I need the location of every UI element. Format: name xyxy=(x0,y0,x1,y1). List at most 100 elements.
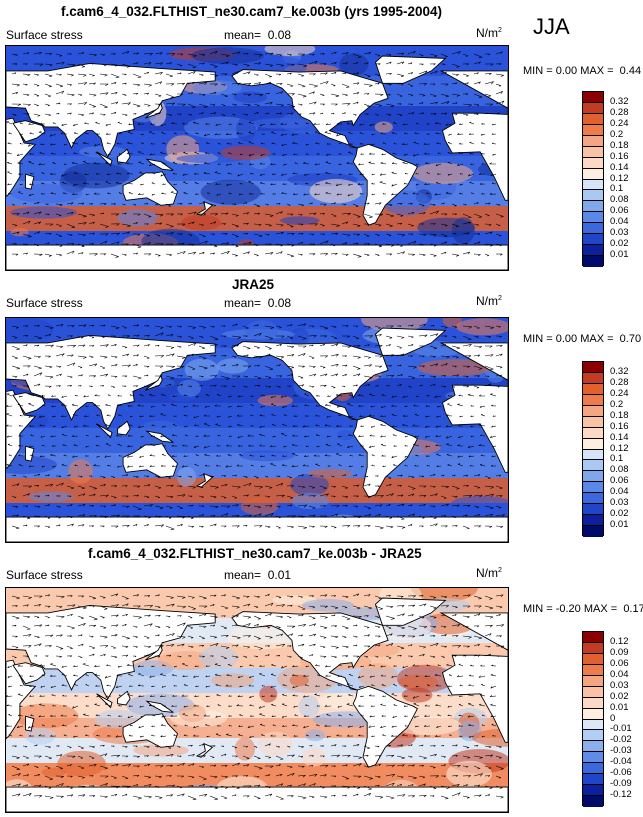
colorbar-tick-label: 0.14 xyxy=(610,161,629,173)
colorbar-cell xyxy=(583,405,603,417)
colorbar-cell xyxy=(583,168,603,180)
panel3-title: f.cam6_4_032.FLTHIST_ne30.cam7_ke.003b -… xyxy=(88,546,422,561)
colorbar-tick-label: 0.08 xyxy=(610,464,629,476)
panel3-colorbar-labels: 0.12 0.09 0.06 0.04 0.03 0.02 0.01 0 -0.01 -0.02-… xyxy=(610,631,643,806)
landmass xyxy=(117,148,131,164)
colorbar-cell xyxy=(583,515,603,527)
colorbar-tick-label: 0.16 xyxy=(610,150,629,162)
colorbar-cell xyxy=(583,752,603,764)
colorbar-tick-label: -0.02 xyxy=(610,734,632,746)
colorbar-cell xyxy=(583,212,603,224)
colorbar-cell xyxy=(583,471,603,483)
colorbar-tick-label: 0.06 xyxy=(610,657,629,669)
panel1-title: f.cam6_4_032.FLTHIST_ne30.cam7_ke.003b (… xyxy=(61,4,442,19)
stress-vectors xyxy=(6,593,505,801)
landmass xyxy=(122,443,179,478)
colorbar-cell xyxy=(583,383,603,395)
colorbar-cell xyxy=(583,708,603,720)
colorbar-cell xyxy=(583,438,603,450)
colorbar-cell xyxy=(583,785,603,797)
panel1-colorbar-labels: 0.32 0.28 0.24 0.2 0.18 0.16 0.14 0.12 0.1 0.08 0.… xyxy=(610,91,640,266)
panel3-mean: mean= 0.01 xyxy=(224,568,292,582)
landmass xyxy=(352,415,418,498)
colorbar-cell xyxy=(583,697,603,709)
panel1-variable: Surface stress xyxy=(6,28,83,42)
colorbar-cell xyxy=(583,245,603,257)
panel3-colorbar xyxy=(582,631,604,807)
colorbar-cell xyxy=(583,372,603,384)
colorbar-tick-label: 0.16 xyxy=(610,420,629,432)
colorbar-cell xyxy=(583,675,603,687)
panel2-colorbar xyxy=(582,361,604,537)
colorbar-cell xyxy=(583,190,603,202)
landmass xyxy=(6,62,216,158)
panel1-mean-value: 0.08 xyxy=(267,28,292,42)
colorbar-tick-label: 0 xyxy=(610,712,616,724)
landmass xyxy=(6,516,508,542)
landmass xyxy=(6,334,216,430)
colorbar-tick-label: 0.2 xyxy=(610,128,624,140)
colorbar-tick-label: 0.18 xyxy=(610,139,629,151)
landmass xyxy=(195,200,214,216)
panel1-map xyxy=(5,45,509,271)
stress-vectors xyxy=(6,323,505,531)
colorbar-tick-label: 0.06 xyxy=(610,475,629,487)
colorbar-cell xyxy=(583,460,603,472)
panel2-mean: mean= 0.08 xyxy=(224,296,292,310)
panel3-units: N/m2 xyxy=(476,566,502,580)
colorbar-tick-label: -0.09 xyxy=(610,778,632,790)
panel3-map xyxy=(5,587,509,813)
panel1-mean-label: mean= xyxy=(224,28,262,42)
landmass xyxy=(195,472,214,488)
colorbar-cell xyxy=(583,741,603,753)
season-label: JJA xyxy=(533,14,570,39)
panel3-map-svg xyxy=(6,588,508,812)
colorbar-tick-label: 0.09 xyxy=(610,646,629,658)
landmass xyxy=(122,713,179,748)
stress-vectors xyxy=(6,50,505,258)
colorbar-tick-label: 0.14 xyxy=(610,431,629,443)
colorbar-cell xyxy=(583,719,603,731)
landmass xyxy=(439,70,508,201)
colorbar-cell xyxy=(583,526,603,537)
colorbar-tick-label: -0.03 xyxy=(610,745,632,757)
landmass xyxy=(25,445,35,462)
colorbar-tick-label: 0.02 xyxy=(610,238,629,250)
panel2-minmax: MIN = 0.00 MAX = 0.70 xyxy=(523,333,642,345)
colorbar-cell xyxy=(583,642,603,654)
colorbar-tick-label: 0.03 xyxy=(610,497,629,509)
colorbar-cell xyxy=(583,730,603,742)
colorbar-cell xyxy=(583,223,603,235)
colorbar-cell xyxy=(583,653,603,665)
panel2-units: N/m2 xyxy=(476,294,502,308)
panel1-colorbar xyxy=(582,91,604,267)
colorbar-cell xyxy=(583,394,603,406)
landmass xyxy=(6,786,508,812)
colorbar-tick-label: 0.04 xyxy=(610,486,629,498)
panel2-variable: Surface stress xyxy=(6,296,83,310)
landmass xyxy=(231,341,389,421)
colorbar-tick-label: 0.24 xyxy=(610,117,629,129)
colorbar-tick-label: 0.04 xyxy=(610,216,629,228)
panel2-map-svg xyxy=(6,318,508,542)
colorbar-cell xyxy=(583,427,603,439)
colorbar-cell xyxy=(583,113,603,125)
panel1-map-svg xyxy=(6,46,508,270)
landmass xyxy=(117,420,131,436)
landmass xyxy=(96,151,113,167)
colorbar-cell xyxy=(583,632,603,643)
panel2-colorbar-labels: 0.32 0.28 0.24 0.2 0.18 0.16 0.14 0.12 0.1 0.08 0.… xyxy=(610,361,640,536)
colorbar-cell xyxy=(583,796,603,807)
landmass xyxy=(195,742,214,758)
colorbar-cell xyxy=(583,179,603,191)
colorbar-tick-label: 0.12 xyxy=(610,635,629,647)
landmass xyxy=(231,69,389,149)
landmass xyxy=(12,120,46,143)
landmass xyxy=(6,244,508,270)
colorbar-tick-label: 0.04 xyxy=(610,668,629,680)
panel3-minmax: MIN = -0.20 MAX = 0.17 xyxy=(523,603,643,615)
landmass xyxy=(122,171,179,206)
colorbar-tick-label: 0.03 xyxy=(610,679,629,691)
colorbar-tick-label: 0.1 xyxy=(610,183,624,195)
colorbar-cell xyxy=(583,664,603,676)
